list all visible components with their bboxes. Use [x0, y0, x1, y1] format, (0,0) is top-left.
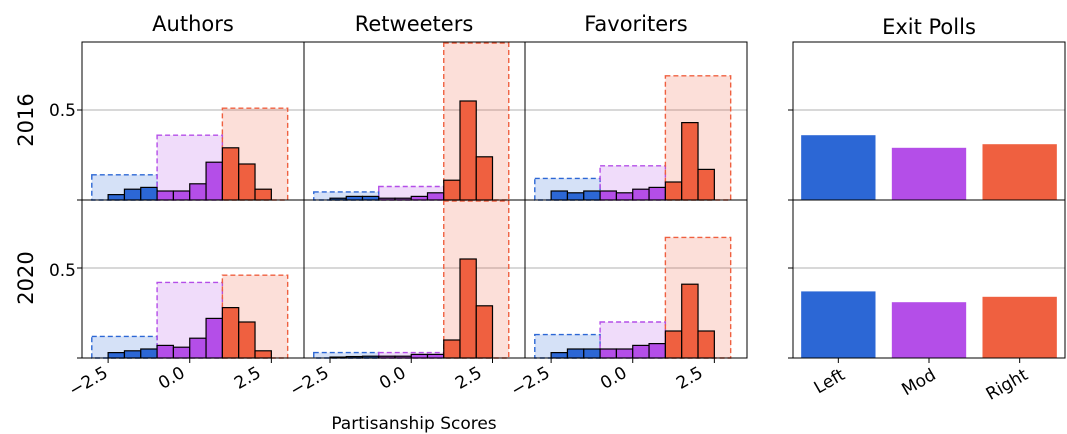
hist-bar-2016-favoriters-2 — [583, 190, 601, 201]
hist-bar-2016-favoriters-4 — [615, 192, 634, 201]
hist-bar-2016-favoriters-5 — [632, 188, 650, 201]
hist-bar-2016-authors-6 — [205, 161, 223, 201]
column-title-authors: Authors — [152, 12, 234, 36]
hist-bar-2020-favoriters-0 — [550, 352, 569, 359]
column-title-favoriters: Favoriters — [584, 12, 688, 36]
exit-poll-bars — [801, 135, 1057, 358]
hist-bar-2016-favoriters-3 — [599, 190, 618, 201]
x-tick-favoriters-25: 2.5 — [673, 363, 706, 394]
hist-bar-2020-authors-9 — [254, 350, 272, 359]
exit-bar-2020-mod — [891, 302, 967, 358]
hist-bar-2020-retweeters-8 — [459, 258, 477, 359]
exit-bar-2016-mod — [891, 147, 967, 200]
column-title-retweeters: Retweeters — [355, 12, 474, 36]
hist-bar-2020-authors-6 — [205, 317, 223, 359]
hist-bar-2016-favoriters-9 — [697, 168, 715, 201]
hist-bar-2020-favoriters-4 — [615, 348, 634, 359]
hist-bar-2020-authors-8 — [238, 321, 256, 359]
hist-bar-2020-authors-5 — [189, 337, 207, 359]
hist-bar-2020-favoriters-9 — [697, 330, 715, 359]
hist-bar-2016-authors-9 — [254, 188, 272, 201]
x-axis-label: Partisanship Scores — [331, 414, 496, 434]
tick-marks — [77, 109, 1021, 363]
hist-bar-2020-favoriters-3 — [599, 348, 618, 359]
hist-bar-2016-retweeters-1 — [345, 195, 364, 201]
x-tick-favoriters-neg25: −2.5 — [508, 363, 554, 401]
x-tick-retweeters-25: 2.5 — [452, 363, 485, 394]
hist-bar-2016-favoriters-7 — [664, 181, 683, 201]
hist-bar-2016-retweeters-5 — [410, 195, 429, 201]
hist-bar-2016-favoriters-0 — [550, 190, 569, 201]
exit-bar-2016-left — [801, 135, 876, 200]
hist-bar-2016-authors-1 — [123, 188, 142, 201]
hist-bar-2016-authors-2 — [140, 186, 158, 201]
hist-bar-2016-retweeters-6 — [426, 192, 445, 201]
y-tick-label-2016: 0.5 — [49, 101, 76, 121]
hist-bar-2020-favoriters-2 — [583, 348, 601, 359]
exit-category-mod: Mod — [898, 365, 939, 400]
panel-frame-2020-favoriters — [524, 199, 748, 359]
x-tick-authors-25: 2.5 — [231, 363, 264, 394]
hist-bar-2020-retweeters-7 — [443, 339, 461, 359]
hist-bar-2020-favoriters-1 — [566, 348, 585, 359]
exit-category-right: Right — [983, 365, 1032, 405]
exit-bar-2020-left — [801, 291, 876, 358]
exit-bar-2020-right — [982, 296, 1057, 358]
hist-bar-2016-authors-7 — [221, 147, 240, 201]
hist-bar-2016-retweeters-7 — [443, 179, 461, 201]
hist-bar-2016-retweeters-9 — [475, 156, 494, 201]
hist-bar-2020-authors-3 — [156, 344, 175, 359]
hist-bar-2016-favoriters-1 — [566, 192, 585, 201]
row-label-2016: 2016 — [14, 93, 38, 146]
hist-bar-2020-authors-1 — [123, 350, 142, 359]
hist-bar-2020-retweeters-5 — [410, 353, 429, 359]
x-tick-authors-0: 0.0 — [155, 363, 188, 394]
hist-bar-2020-favoriters-5 — [632, 344, 650, 359]
hist-bar-2020-authors-0 — [107, 352, 126, 359]
hist-bar-2016-authors-8 — [238, 163, 256, 201]
exit-bar-2016-right — [982, 144, 1057, 200]
hist-bar-2016-authors-3 — [156, 190, 175, 201]
hist-bar-2016-authors-5 — [189, 183, 207, 201]
hist-bar-2020-authors-4 — [172, 346, 191, 359]
hist-bar-2020-authors-2 — [140, 348, 158, 359]
exit-polls-title: Exit Polls — [882, 15, 976, 39]
hist-bar-2020-authors-7 — [221, 307, 240, 359]
grid-layer — [82, 109, 1065, 269]
x-tick-authors-neg25: −2.5 — [66, 363, 112, 401]
x-tick-retweeters-0: 0.0 — [376, 363, 409, 394]
row-label-2020: 2020 — [14, 251, 38, 304]
hist-bar-2016-authors-0 — [107, 194, 126, 201]
hist-bar-2020-retweeters-9 — [475, 305, 494, 359]
hist-bar-2016-authors-4 — [172, 190, 191, 201]
hist-bar-2016-favoriters-8 — [681, 121, 699, 201]
hist-bar-2016-retweeters-8 — [459, 100, 477, 201]
axes-frames — [81, 41, 1066, 359]
hist-bar-2020-favoriters-7 — [664, 330, 683, 359]
x-tick-retweeters-neg25: −2.5 — [287, 363, 333, 401]
hist-bar-2016-retweeters-2 — [361, 195, 380, 201]
y-tick-label-2020: 0.5 — [49, 261, 76, 281]
exit-category-left: Left — [811, 365, 849, 398]
hist-bar-2020-retweeters-6 — [426, 353, 445, 359]
hist-bar-2020-favoriters-6 — [648, 343, 666, 359]
hist-bar-2020-favoriters-8 — [681, 283, 699, 359]
hist-bar-2016-favoriters-6 — [648, 186, 666, 201]
x-tick-favoriters-0: 0.0 — [597, 363, 630, 394]
